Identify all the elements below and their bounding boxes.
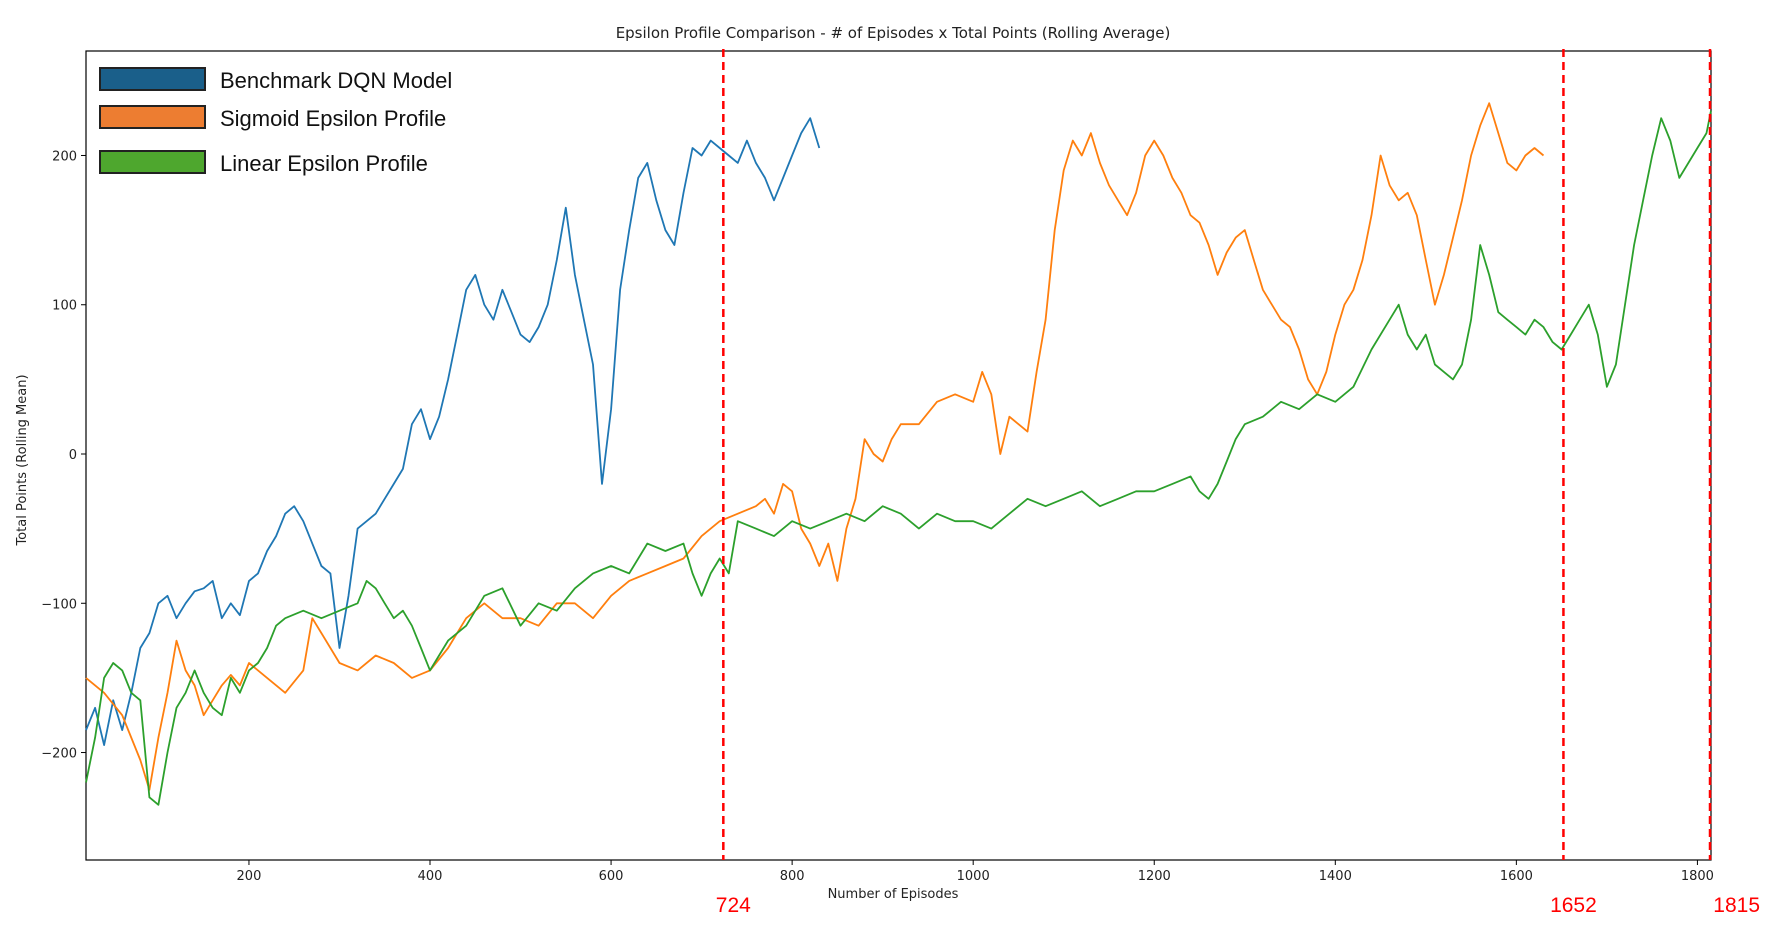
x-tick-label: 400 bbox=[418, 869, 443, 884]
legend: Benchmark DQN Model Sigmoid Epsilon Profi… bbox=[99, 67, 452, 176]
legend-swatch bbox=[99, 67, 206, 91]
series-line-2 bbox=[85, 102, 1545, 791]
x-tick-label: 1000 bbox=[957, 869, 990, 884]
x-tick-label: 1800 bbox=[1681, 869, 1714, 884]
y-tick-label: 0 bbox=[69, 448, 77, 463]
x-tick-label: 200 bbox=[237, 869, 262, 884]
x-tick-label: 600 bbox=[599, 869, 624, 884]
chart-title: Epsilon Profile Comparison - # of Episod… bbox=[616, 24, 1171, 42]
y-tick-label: 100 bbox=[52, 299, 77, 314]
x-tick-label: 1200 bbox=[1138, 869, 1171, 884]
legend-label: Benchmark DQN Model bbox=[220, 68, 452, 93]
legend-label: Linear Epsilon Profile bbox=[220, 151, 428, 176]
marker-label: 1815 bbox=[1713, 894, 1760, 917]
y-tick-label: 200 bbox=[52, 149, 77, 164]
x-tick-label: 1600 bbox=[1500, 869, 1533, 884]
y-tick-label: −200 bbox=[41, 747, 77, 762]
marker-label: 1652 bbox=[1550, 894, 1597, 917]
y-axis-title: Total Points (Rolling Mean) bbox=[15, 374, 30, 546]
series-line-3 bbox=[85, 110, 1712, 806]
legend-swatch bbox=[99, 150, 206, 174]
plot-area: 200 400 600 800 1000 1200 1400 1600 1800−200−100… bbox=[41, 49, 1760, 917]
series-line-1 bbox=[85, 117, 821, 746]
x-axis-title: Number of Episodes bbox=[828, 887, 959, 902]
x-tick-label: 1400 bbox=[1319, 869, 1352, 884]
legend-swatch bbox=[99, 105, 206, 129]
legend-label: Sigmoid Epsilon Profile bbox=[220, 106, 446, 131]
y-tick-label: −100 bbox=[41, 597, 77, 612]
marker-label: 724 bbox=[716, 894, 751, 917]
x-tick-label: 800 bbox=[780, 869, 805, 884]
